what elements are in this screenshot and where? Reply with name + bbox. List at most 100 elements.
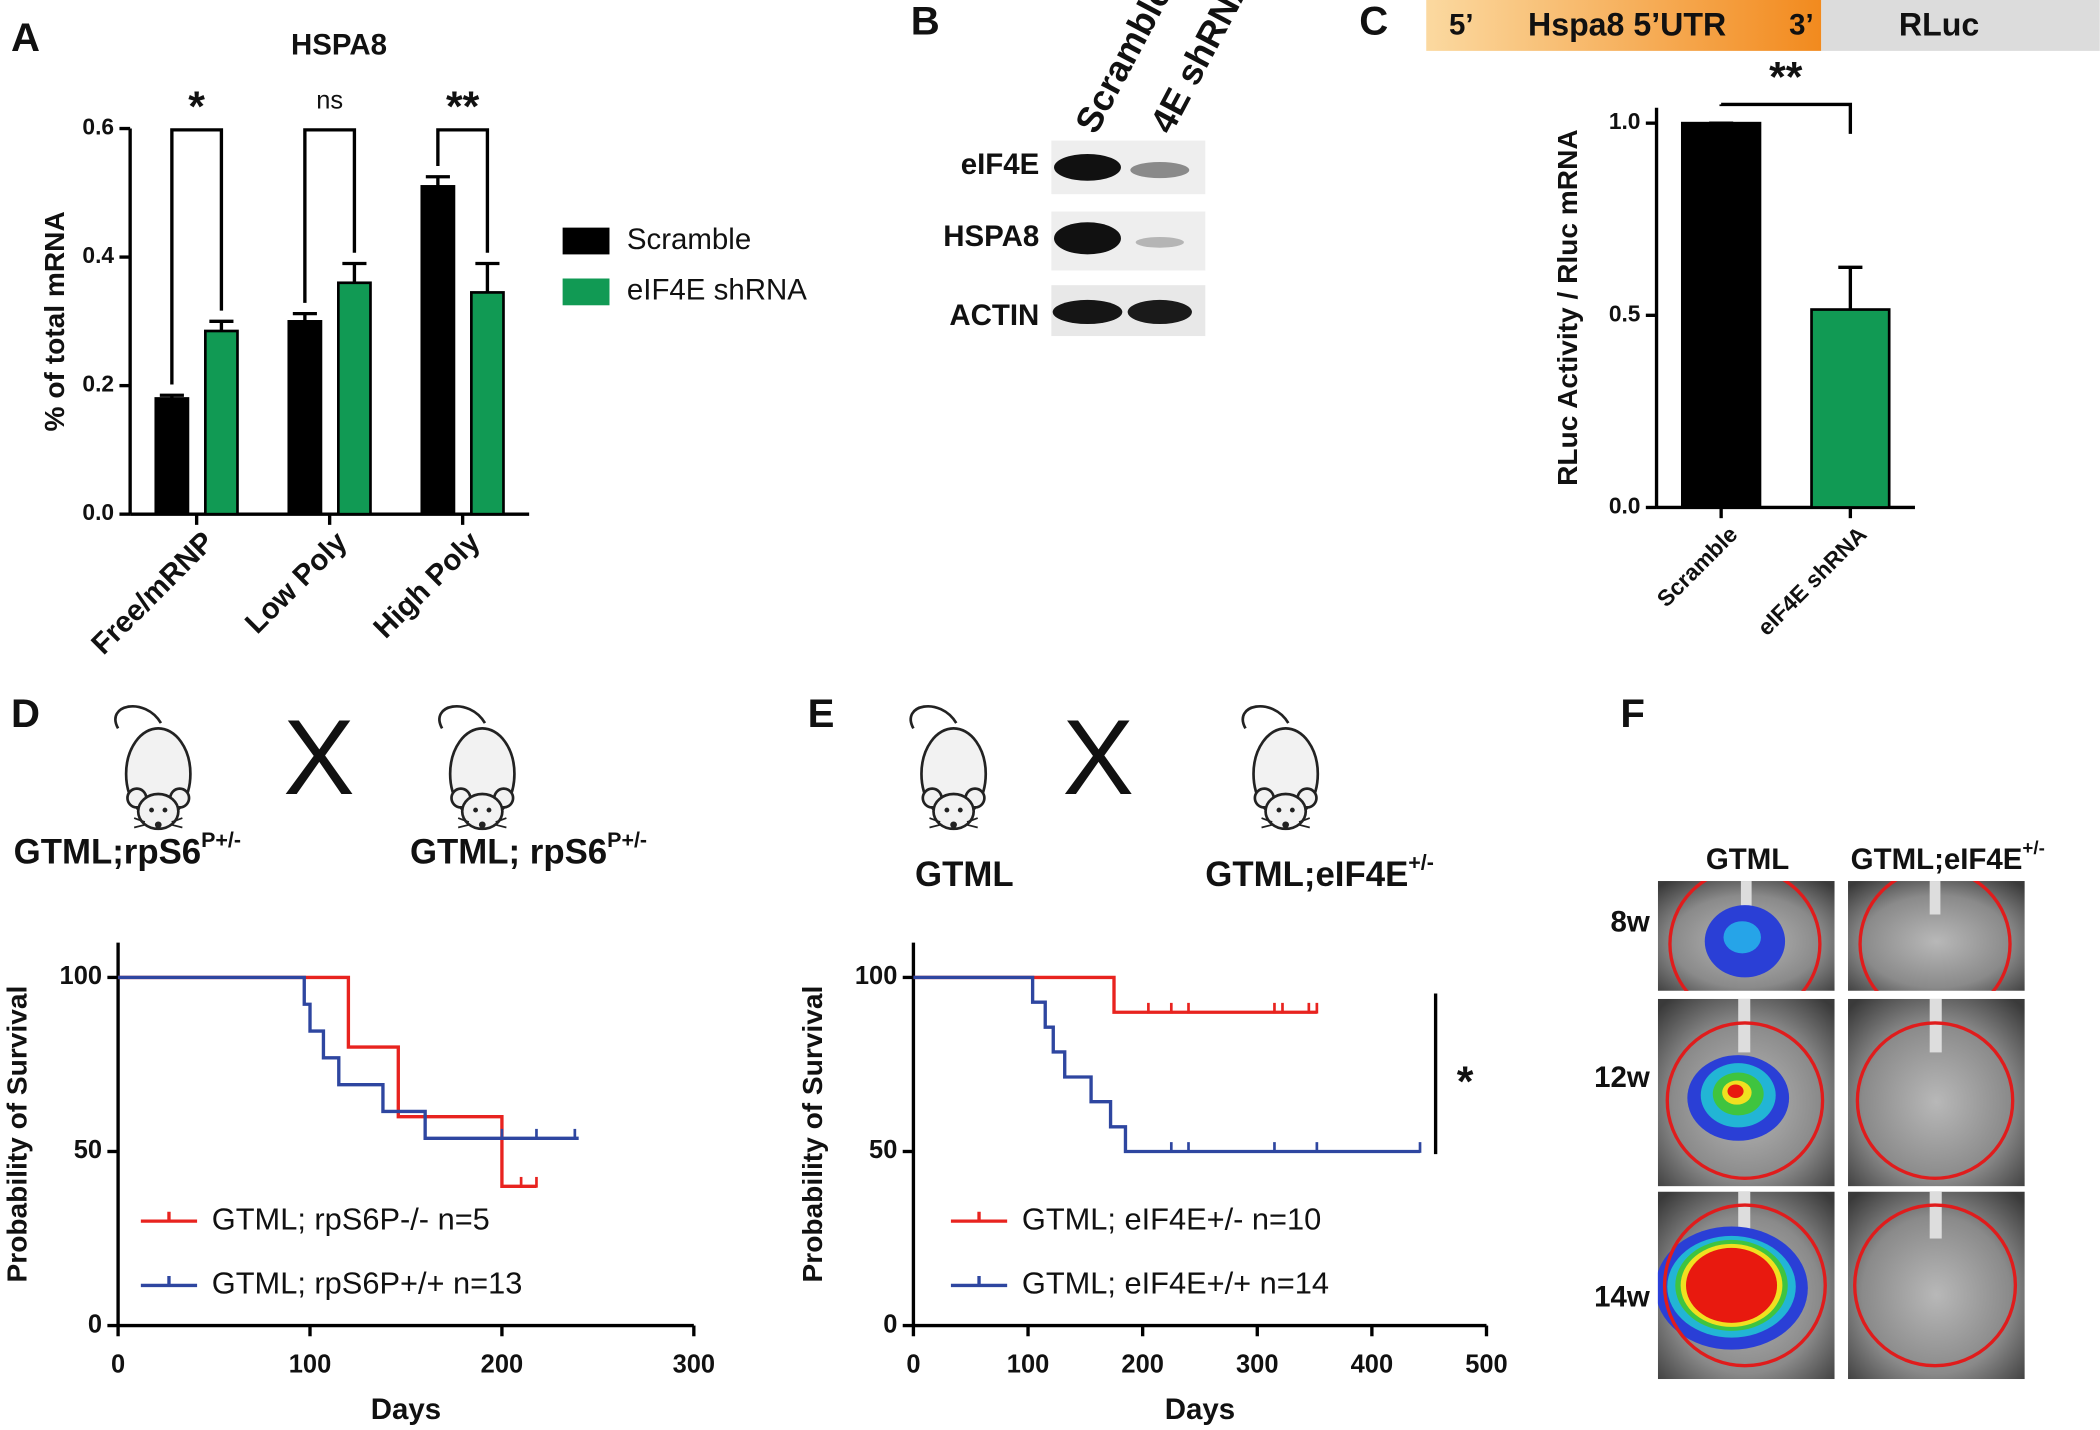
survival-curve [913,975,1421,1154]
y-tick-label: 0.6 [82,114,114,140]
bar [1680,121,1762,509]
column-label: GTML [1706,843,1789,876]
survival-curve [118,975,537,1188]
panel-letter: E [808,691,835,736]
x-tick-label: High Poly [367,525,487,645]
survival-curve [118,975,579,1140]
imaging-grid [1657,881,2025,1380]
significance-label: ** [1769,54,1803,102]
bar [287,320,323,516]
error-bar [425,175,450,187]
x-tick-label: 200 [1121,1350,1163,1378]
x-tick-label: 0 [906,1350,920,1378]
x-tick-label: Scramble [1652,521,1743,612]
significance-label: ns [316,86,343,114]
legend-label: Scramble [627,223,751,256]
panel-letter: D [11,691,40,736]
y-tick-label: 0 [883,1310,897,1338]
legend-label: GTML; eIF4E+/- n=10 [1022,1201,1321,1236]
legend-swatch [562,278,610,306]
column-label: GTML;eIF4E+/- [1851,837,2045,876]
bar [1810,308,1891,509]
row-label: 12w [1594,1061,1650,1094]
panel-letter: C [1359,0,1388,44]
x-tick-label: 100 [289,1350,331,1378]
legend-line [140,1276,198,1288]
legend-line [950,1276,1008,1288]
bar [420,185,456,516]
panel-letter: A [11,15,40,60]
y-tick-label: 100 [60,962,102,990]
y-tick-label: 0.2 [82,371,114,397]
y-axis-label: Probability of Survival [1,986,32,1283]
mouse-icon [438,704,516,831]
mouse-icon [114,704,192,831]
bar [337,281,372,516]
y-tick-label: 0.0 [1609,492,1641,518]
blot-row-label: HSPA8 [943,220,1039,253]
mouse-icon [909,704,988,831]
error-bar [342,261,367,283]
row-label: 8w [1611,906,1650,939]
error-bar [159,393,184,399]
significance-label: * [1457,1058,1474,1106]
y-axis-label: Probability of Survival [797,986,828,1283]
x-tick-label: 200 [481,1350,523,1378]
construct-label: Hspa8 5’UTR [1528,6,1726,42]
significance-bracket [1719,102,1853,134]
error-bar [1838,265,1863,310]
error-bar [292,311,317,322]
construct-label: 5’ [1449,9,1474,42]
reporter-block [1821,0,2100,51]
blot-row-label: eIF4E [961,148,1040,181]
x-tick-label: 400 [1351,1350,1393,1378]
x-tick-label: 500 [1465,1350,1507,1378]
blot-row-label: ACTIN [949,299,1039,332]
y-axis-label: % of total mRNA [39,211,70,431]
utr-block [1426,0,1822,51]
significance-bracket [303,128,357,303]
y-tick-label: 0.5 [1609,300,1641,326]
genotype-label: GTML; rpS6P+/- [410,828,647,872]
bar [470,291,505,516]
bar [154,397,190,516]
construct-label: RLuc [1899,6,1979,42]
chart-title: HSPA8 [291,29,387,62]
x-tick-label: 300 [673,1350,715,1378]
x-axis-label: Days [371,1393,441,1426]
significance-bracket [436,128,490,253]
x-tick-label: eIF4E shRNA [1752,521,1871,640]
x-tick-label: 0 [111,1350,125,1378]
bar [204,329,239,516]
genotype-label: GTML;eIF4E+/- [1205,850,1434,894]
legend-line [140,1211,198,1223]
x-axis-label: Days [1165,1393,1235,1426]
significance-label: ** [446,83,480,131]
y-axis-label: RLuc Activity / Rluc mRNA [1552,129,1583,486]
panel-letter: F [1620,691,1645,736]
y-tick-label: 0.4 [82,242,114,268]
legend-line [950,1211,1008,1223]
row-label: 14w [1594,1281,1650,1314]
genotype-label: GTML;rpS6P+/- [14,828,241,872]
error-bar [209,319,234,331]
x-tick-label: 300 [1236,1350,1278,1378]
significance-bracket [170,128,224,385]
y-tick-label: 0 [88,1310,102,1338]
significance-label: * [188,83,205,131]
x-tick-label: Low Poly [239,525,354,640]
cross-symbol: X [1062,697,1133,817]
survival-curve [913,975,1317,1014]
legend-swatch [562,227,610,255]
y-tick-label: 1.0 [1609,108,1641,134]
panel-letter: B [911,0,940,44]
error-bar [475,261,500,293]
genotype-label: GTML [915,855,1014,894]
y-tick-label: 50 [74,1136,102,1164]
cross-symbol: X [283,697,354,817]
legend-label: GTML; eIF4E+/+ n=14 [1022,1266,1329,1301]
y-tick-label: 50 [869,1136,897,1164]
western-blot [1051,140,1206,337]
x-tick-label: 100 [1007,1350,1049,1378]
